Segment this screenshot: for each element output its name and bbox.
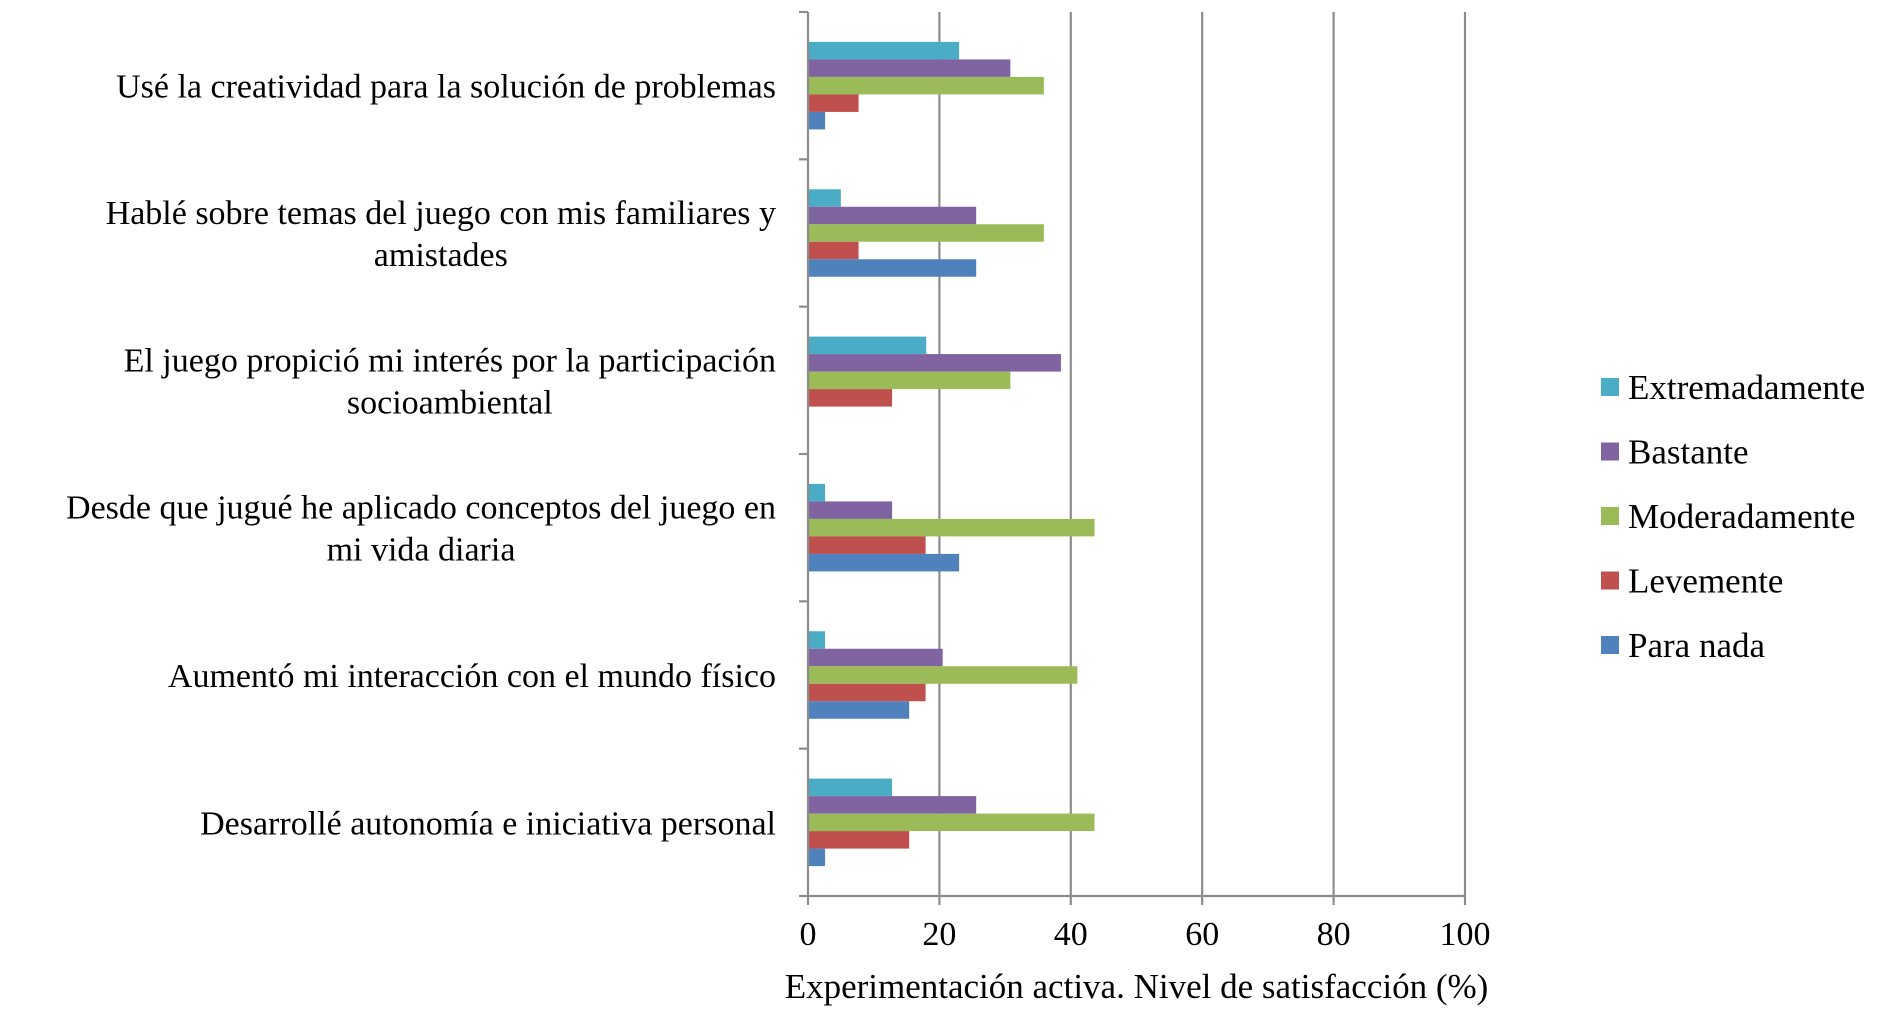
category-label-2: Hablé sobre temas del juego con mis fami…	[106, 195, 776, 274]
category-label-line: socioambiental	[347, 384, 553, 421]
bar-extremadamente-6	[808, 778, 893, 797]
category-label-line: Usé la creatividad para la solución de p…	[116, 69, 776, 106]
legend-swatch-para-nada	[1601, 636, 1619, 654]
bar-levemente-4	[808, 536, 926, 554]
bar-moderadamente-6	[808, 813, 1095, 832]
category-label-line: Aumentó mi interacción con el mundo físi…	[168, 658, 776, 695]
legend-swatch-bastante	[1601, 442, 1619, 461]
bar-moderadamente-1	[808, 76, 1044, 95]
bar-bastante-4	[808, 501, 893, 519]
bar-moderadamente-4	[808, 518, 1095, 537]
bar-bastante-2	[808, 206, 977, 225]
bar-extremadamente-1	[808, 41, 960, 60]
x-tick-label-40: 40	[1054, 916, 1088, 953]
bars	[808, 41, 1095, 867]
bar-extremadamente-5	[808, 631, 826, 649]
x-tick-labels: 0 20 40 60 80 100	[800, 916, 1491, 953]
bar-para-nada-6	[808, 848, 826, 867]
category-label-4: Desde que jugué he aplicado conceptos de…	[66, 490, 776, 569]
legend-label-moderadamente: Moderadamente	[1628, 497, 1855, 536]
category-labels: Usé la creatividad para la solución de p…	[66, 69, 776, 843]
bar-para-nada-5	[808, 701, 910, 719]
bar-moderadamente-2	[808, 224, 1044, 242]
bar-moderadamente-5	[808, 666, 1078, 684]
category-label-line: mi vida diaria	[327, 532, 516, 569]
bar-extremadamente-2	[808, 189, 841, 207]
bar-bastante-1	[808, 59, 1011, 77]
bar-levemente-3	[808, 389, 893, 407]
legend: Extremadamente Bastante Moderadamente Levem…	[1601, 368, 1865, 665]
gridlines	[938, 12, 1467, 896]
x-axis-title: Experimentación activa. Nivel de satisfa…	[785, 967, 1489, 1006]
legend-label-bastante: Bastante	[1628, 433, 1749, 472]
bar-para-nada-2	[808, 259, 977, 277]
bar-bastante-6	[808, 796, 977, 814]
category-label-line: Desarrollé autonomía e iniciativa person…	[200, 805, 776, 842]
category-label-line: amistades	[374, 237, 508, 274]
bar-levemente-6	[808, 831, 910, 849]
axes	[799, 10, 1467, 905]
x-tick-label-60: 60	[1185, 916, 1219, 953]
category-label-line: Desde que jugué he aplicado conceptos de…	[66, 490, 776, 527]
category-label-1: Usé la creatividad para la solución de p…	[116, 69, 776, 106]
legend-swatch-moderadamente	[1601, 507, 1619, 525]
bar-levemente-5	[808, 683, 926, 702]
bar-para-nada-1	[808, 111, 826, 130]
x-tick-label-0: 0	[800, 916, 817, 953]
category-label-5: Aumentó mi interacción con el mundo físi…	[168, 658, 776, 695]
bar-para-nada-4	[808, 553, 960, 572]
bar-moderadamente-3	[808, 371, 1011, 390]
category-label-line: Hablé sobre temas del juego con mis fami…	[106, 195, 776, 232]
x-tick-label-80: 80	[1317, 916, 1351, 953]
legend-swatch-levemente	[1601, 571, 1619, 590]
bar-levemente-2	[808, 241, 859, 260]
category-label-line: El juego propició mi interés por la part…	[124, 342, 776, 379]
bar-extremadamente-4	[808, 483, 826, 502]
legend-label-levemente: Levemente	[1628, 562, 1783, 601]
bar-bastante-3	[808, 354, 1061, 372]
category-label-3: El juego propició mi interés por la part…	[124, 342, 776, 421]
legend-label-extremadamente: Extremadamente	[1628, 368, 1865, 407]
bar-levemente-1	[808, 94, 859, 112]
category-label-6: Desarrollé autonomía e iniciativa person…	[200, 805, 776, 842]
bar-bastante-5	[808, 648, 943, 667]
x-tick-label-100: 100	[1440, 916, 1491, 953]
legend-swatch-extremadamente	[1601, 378, 1619, 396]
bar-extremadamente-3	[808, 336, 927, 355]
legend-label-para-nada: Para nada	[1628, 626, 1765, 665]
x-tick-label-20: 20	[922, 916, 956, 953]
